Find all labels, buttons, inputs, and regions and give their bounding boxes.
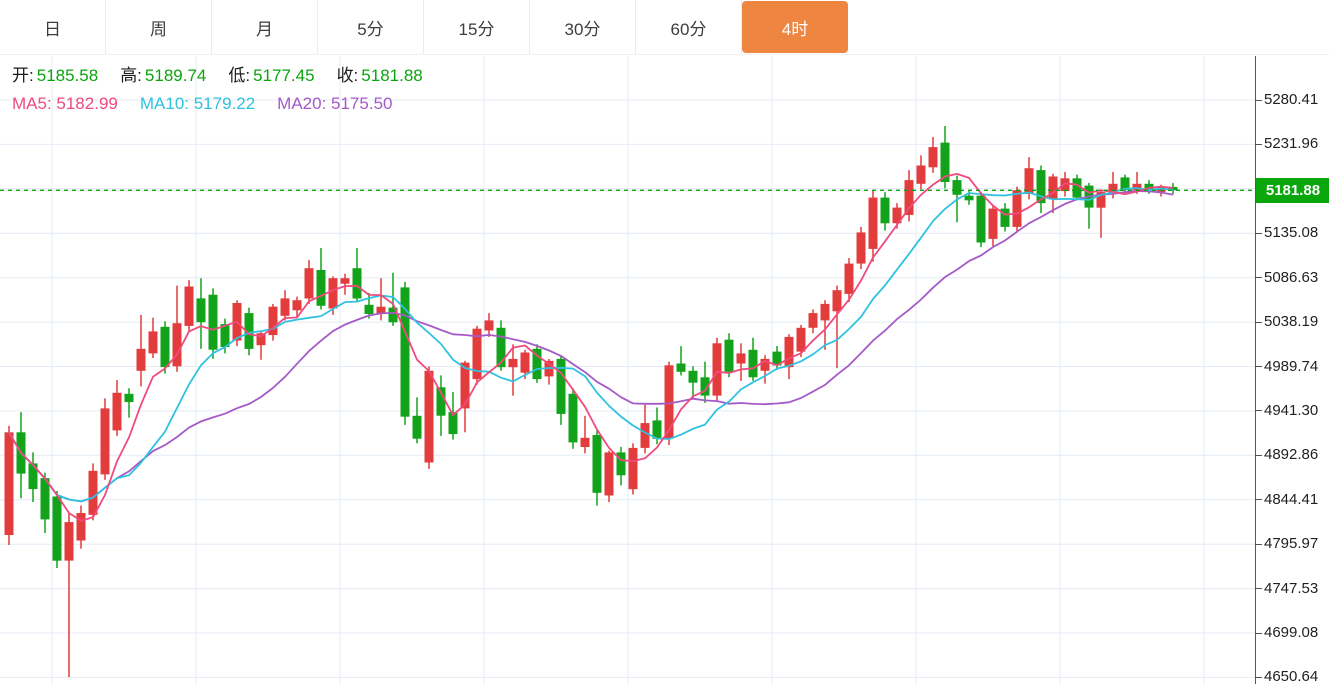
axis-price-label: 4699.08 — [1264, 624, 1319, 641]
axis-tick-mark — [1256, 543, 1262, 545]
axis-tick-mark — [1256, 632, 1262, 634]
axis-tick-mark — [1256, 277, 1262, 279]
axis-price-label: 5135.08 — [1264, 224, 1319, 242]
axis-price-label: 5038.19 — [1264, 313, 1319, 331]
axis-price-label: 4844.41 — [1264, 490, 1319, 508]
tab-day[interactable]: 日 — [0, 0, 106, 54]
axis-price-label: 4989.74 — [1264, 357, 1319, 375]
tab-60min[interactable]: 60分 — [636, 0, 742, 54]
axis-price-label: 4795.97 — [1264, 535, 1319, 553]
axis-tick-mark — [1256, 232, 1262, 234]
tab-week[interactable]: 周 — [106, 0, 212, 54]
axis-price-label: 4892.86 — [1264, 446, 1319, 464]
axis-price-label: 5086.63 — [1264, 268, 1319, 286]
axis-price-label: 5231.96 — [1264, 135, 1319, 153]
timeframe-tabbar: 日周月 5分 15分 30分 60分 4时 — [0, 0, 1329, 55]
tab-5min[interactable]: 5分 — [318, 0, 424, 54]
tab-30min[interactable]: 30分 — [530, 0, 636, 54]
axis-tick-mark — [1256, 99, 1262, 101]
axis-price-label: 4941.30 — [1264, 401, 1319, 419]
candles — [4, 126, 1178, 678]
tab-4hour[interactable]: 4时 — [742, 1, 848, 53]
axis-price-label: 4747.53 — [1264, 579, 1319, 597]
axis-tick-mark — [1256, 366, 1262, 367]
axis-tick-mark — [1256, 499, 1262, 501]
axis-tick-mark — [1256, 454, 1262, 456]
last-price-badge: 5181.88 — [1256, 177, 1329, 203]
axis-tick-mark — [1256, 321, 1262, 323]
gridlines — [0, 56, 1255, 684]
candlestick-chart-area[interactable]: 开: 5185.58 高: 5189.74 低: 5177.45 收: 5181.88 MA5… — [0, 56, 1255, 684]
tab-15min[interactable]: 15分 — [424, 0, 530, 54]
axis-tick-mark — [1256, 143, 1262, 145]
ma10-line — [8, 187, 1174, 503]
axis-tick-mark — [1256, 588, 1262, 590]
axis-tick-mark — [1256, 410, 1262, 412]
price-axis: 5181.88 5280.41 5231.96 5135.08 5086.63 5038… — [1255, 56, 1329, 686]
tab-month[interactable]: 月 — [212, 0, 318, 54]
ma20-line — [8, 190, 1174, 503]
chart-canvas[interactable] — [0, 56, 1255, 684]
axis-price-label: 5280.41 — [1264, 91, 1319, 108]
axis-price-label: 4650.64 — [1264, 668, 1319, 686]
ma5-line — [8, 173, 1174, 522]
axis-tick-mark — [1256, 676, 1262, 678]
